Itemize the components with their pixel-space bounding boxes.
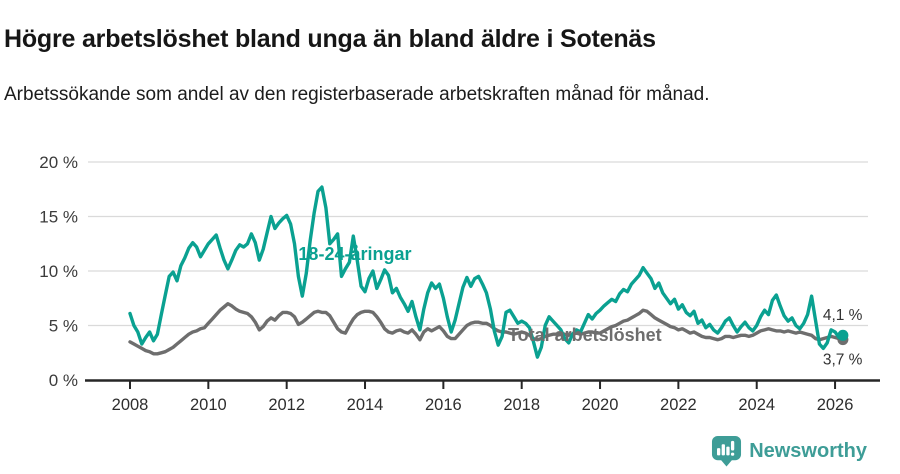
x-axis-tick-label: 2024 [738,396,775,414]
x-axis-tick-label: 2022 [660,396,697,414]
y-axis-tick-label: 20 % [39,153,78,172]
x-axis-tick-label: 2012 [268,396,305,414]
series-end-value-label: 4,1 % [823,307,863,324]
page-title: Högre arbetslöshet bland unga än bland ä… [4,24,656,53]
y-axis-tick-label: 5 % [49,317,78,336]
x-axis-tick-label: 2020 [582,396,619,414]
x-axis-tick-label: 2018 [503,396,540,414]
series-line [128,185,845,359]
newsworthy-logo[interactable]: Newsworthy [711,435,867,467]
x-axis-tick-label: 2016 [425,396,462,414]
series-end-dot [837,329,849,341]
series-label: 18-24-åringar [298,244,411,264]
y-axis-tick-label: 15 % [39,208,78,227]
y-axis-tick-label: 10 % [39,262,78,281]
x-axis-tick-label: 2014 [347,396,384,414]
x-axis-tick-label: 2010 [190,396,227,414]
series-label: Total arbetslöshet [508,325,662,345]
series-end-value-label: 3,7 % [823,352,863,369]
y-axis-tick-label: 0 % [49,371,78,390]
x-axis-tick-label: 2008 [112,396,149,414]
series-line [128,302,845,356]
newsworthy-wordmark: Newsworthy [749,439,867,462]
bar-chart-speech-bubble-icon [712,435,742,467]
chart-subtitle: Arbetssökande som andel av den registerb… [4,84,710,105]
x-axis-tick-label: 2026 [817,396,854,414]
